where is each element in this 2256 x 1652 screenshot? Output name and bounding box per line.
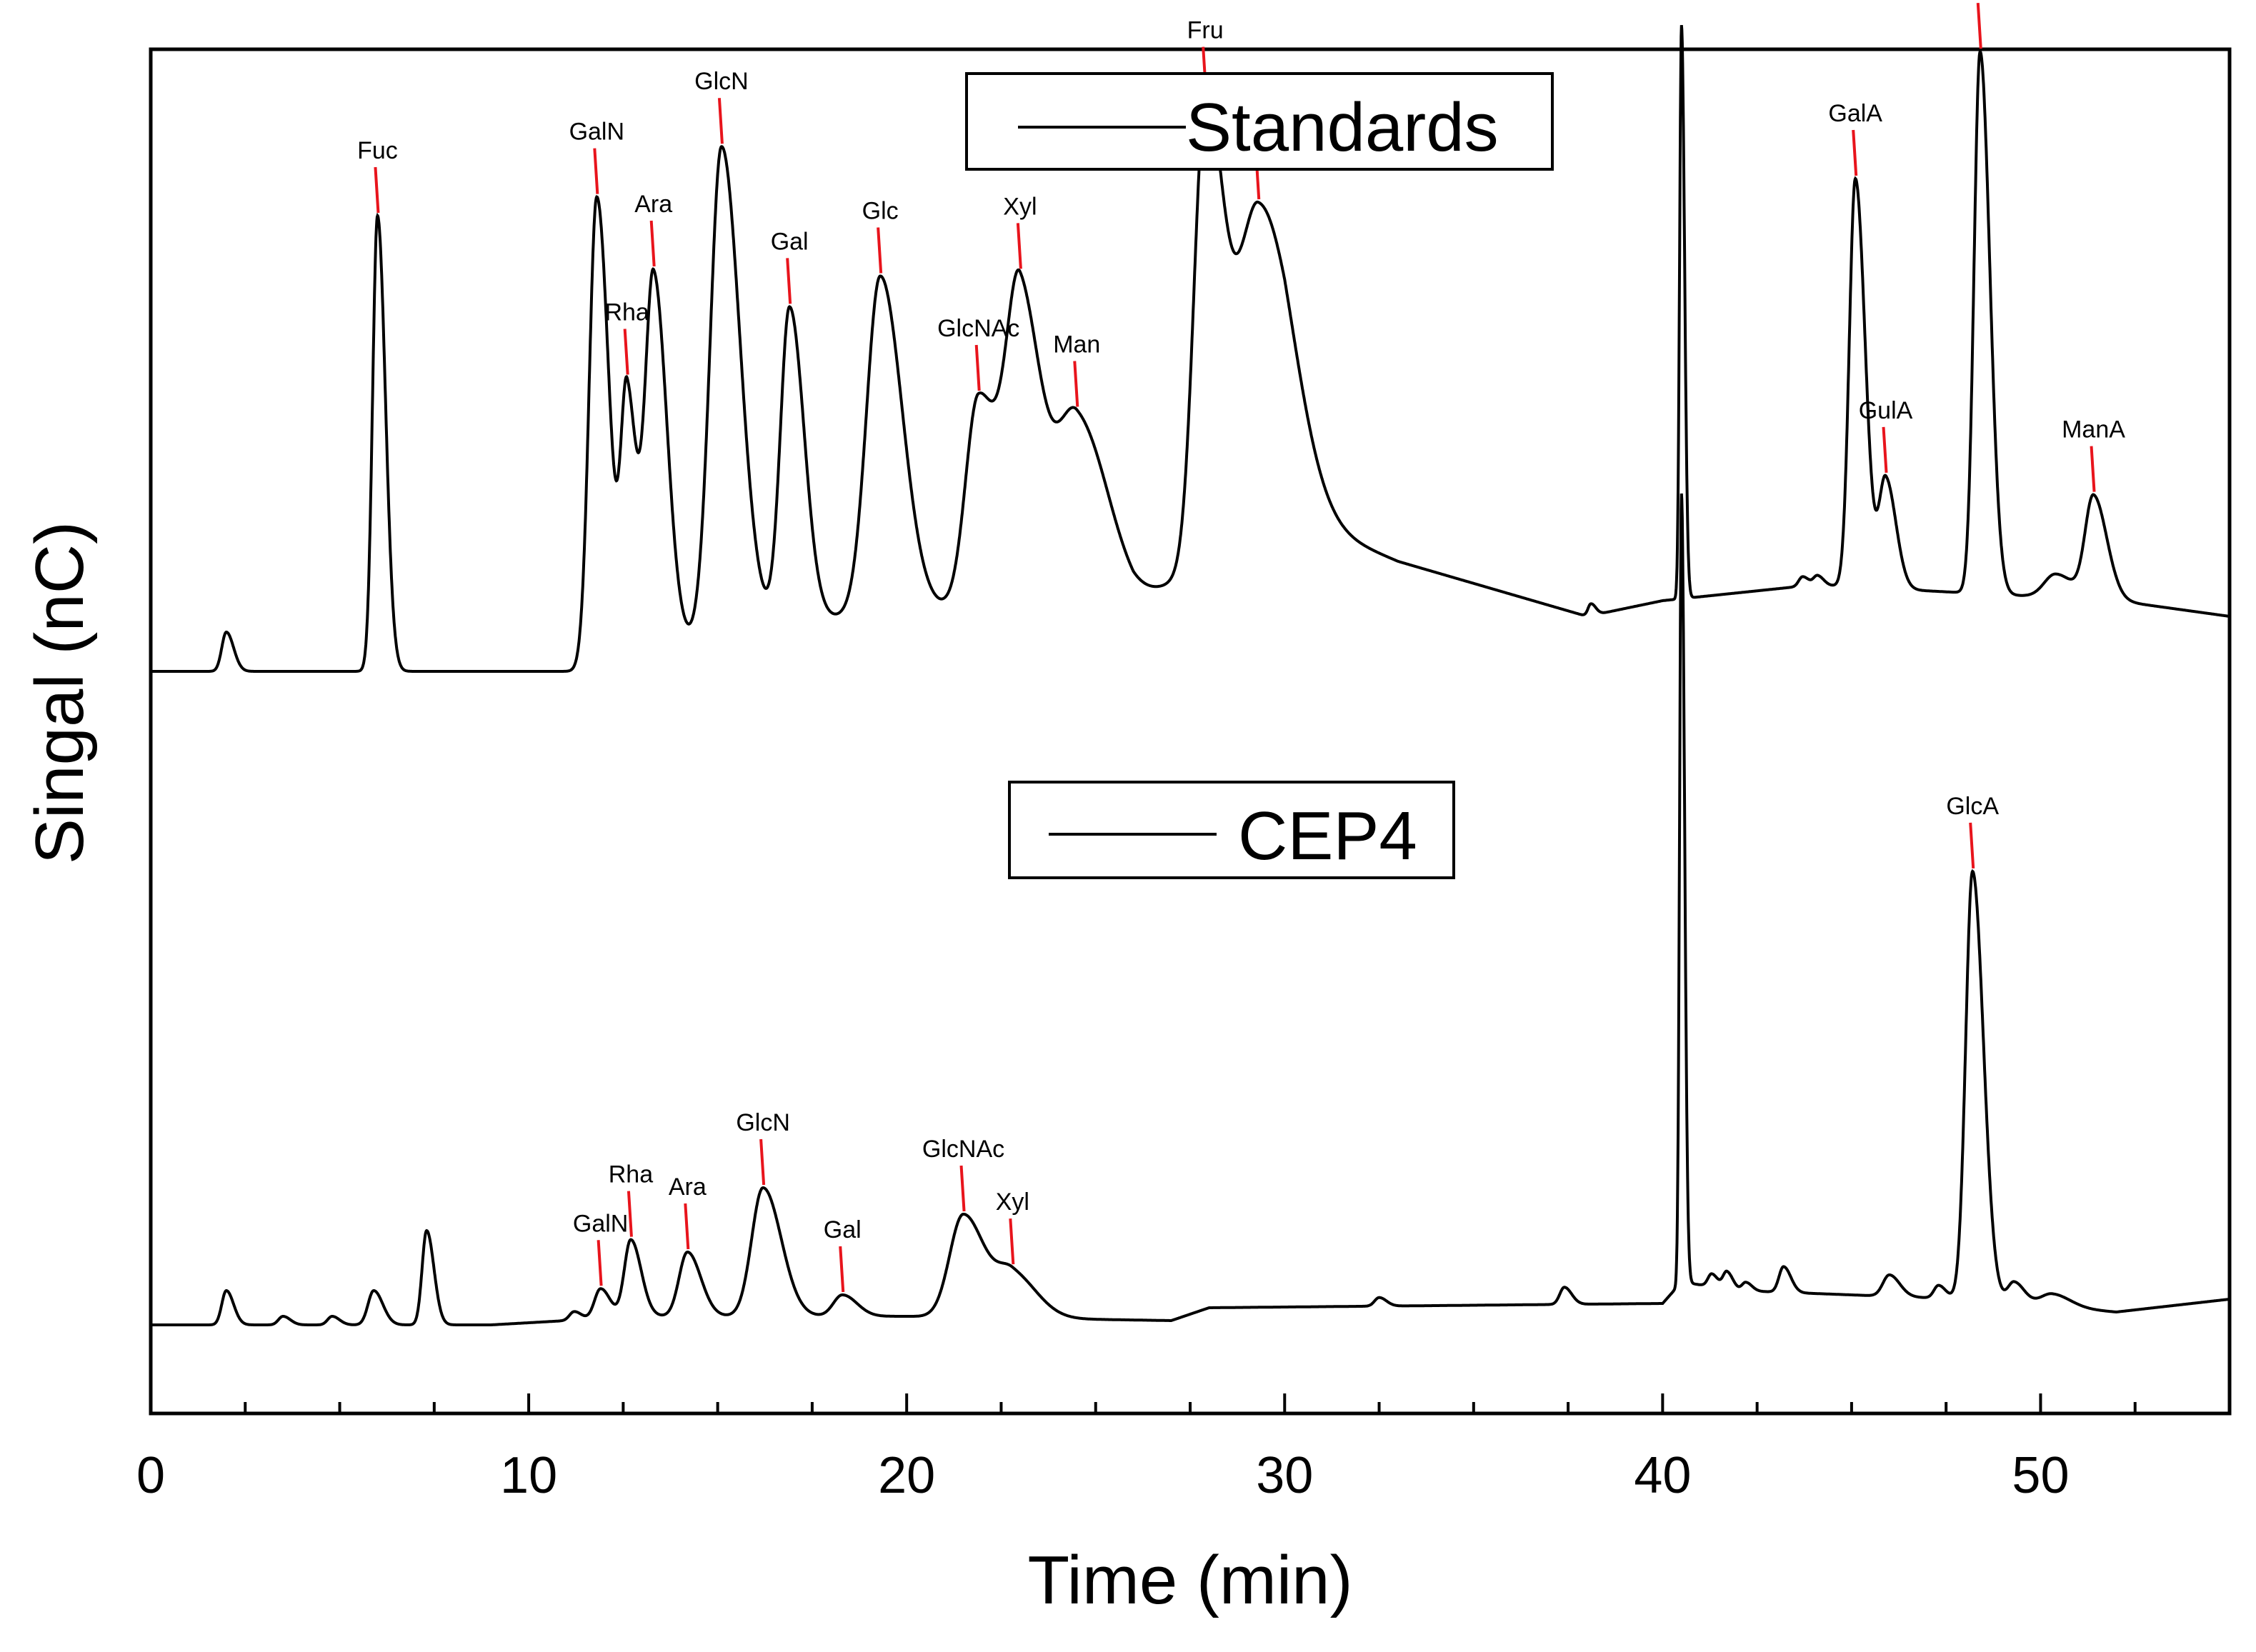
peak-label-rha: Rha (604, 299, 649, 326)
peak-label-gala: GalA (1828, 100, 1882, 127)
x-tick-label: 40 (1634, 1447, 1691, 1504)
peak-label-glcnac: GlcNAc (937, 315, 1019, 342)
plot-frame (149, 47, 2232, 1416)
peak-marker-gal (839, 1246, 845, 1293)
cep4-peak-markers: GalN Rha Ara GlcN Gal GlcNAc Xyl GlcA (573, 793, 1999, 1293)
peak-label-xyl: Xyl (996, 1188, 1029, 1216)
standards-legend: Standards (965, 72, 1554, 171)
peak-marker-gala (1852, 129, 1858, 176)
peak-label-glcn: GlcN (694, 68, 749, 95)
peak-marker-xyl (1016, 223, 1022, 269)
peak-marker-man (1073, 361, 1079, 407)
peak-label-ara: Ara (669, 1173, 707, 1201)
peak-marker-gula (1882, 426, 1888, 474)
peak-label-man: Man (1053, 331, 1100, 359)
peak-label-glcnac: GlcNAc (922, 1136, 1004, 1163)
peak-label-gal: Gal (771, 228, 809, 255)
peak-marker-galn (593, 148, 599, 194)
standards-trace-group: FucGalNRhaAraGlcNGalGlcGlcNAcXylManFruRi… (151, 0, 2230, 673)
cep4-legend: CEP4 (1008, 781, 1455, 879)
x-tick-label: 50 (2012, 1447, 2069, 1504)
standards-trace (151, 25, 2230, 673)
peak-label-glca: GlcA (1946, 793, 1999, 820)
peak-marker-rha (623, 329, 629, 375)
peak-label-glc: Glc (862, 197, 899, 224)
peak-label-rha: Rha (609, 1161, 653, 1188)
peak-marker-mana (2090, 446, 2096, 492)
x-tick-label: 10 (500, 1447, 557, 1504)
x-axis: 0 10 20 30 40 50 (136, 1393, 2137, 1504)
standards-legend-box (965, 72, 1554, 171)
peak-label-glcn: GlcN (736, 1109, 790, 1136)
x-tick-label: 20 (878, 1447, 935, 1504)
peak-label-ara: Ara (634, 191, 672, 218)
peak-marker-ara (649, 220, 656, 267)
y-axis-title: Singal (nC) (21, 521, 98, 864)
x-tick-label: 0 (136, 1447, 165, 1504)
peak-marker-xyl (1009, 1218, 1015, 1265)
peak-label-gal: Gal (824, 1216, 862, 1243)
peak-marker-glcn (759, 1138, 766, 1186)
peak-marker-glcn (717, 98, 724, 144)
peak-label-galn: GalN (573, 1210, 628, 1237)
cep4-trace (151, 493, 2230, 1326)
peak-marker-galn (597, 1240, 603, 1286)
peak-label-fuc: Fuc (357, 137, 398, 164)
peak-marker-gal (786, 258, 792, 304)
cep4-legend-label: CEP4 (1238, 798, 1417, 874)
peak-marker-glcnac (959, 1165, 966, 1212)
peak-marker-glca (1969, 822, 1975, 869)
cep4-legend-box (1008, 781, 1455, 879)
peak-marker-glcnac (974, 344, 981, 391)
cep4-trace-group: GalN Rha Ara GlcN Gal GlcNAc Xyl GlcA CEP4 (151, 493, 2230, 1326)
peak-label-fru: Fru (1187, 17, 1224, 44)
peak-marker-glc (877, 227, 883, 274)
x-tick-label: 30 (1256, 1447, 1313, 1504)
x-axis-title: Time (min) (1027, 1542, 1352, 1618)
peak-marker-fuc (374, 166, 380, 214)
peak-label-mana: ManA (2062, 416, 2125, 444)
peak-label-galn: GalN (569, 119, 624, 146)
peak-marker-ara (684, 1203, 690, 1250)
peak-label-xyl: Xyl (1003, 193, 1037, 220)
peak-label-gula: GulA (1859, 397, 1913, 424)
standards-legend-label: Standards (1186, 89, 1499, 166)
peak-marker-glca (1976, 2, 1982, 49)
peak-marker-rha (627, 1191, 633, 1237)
